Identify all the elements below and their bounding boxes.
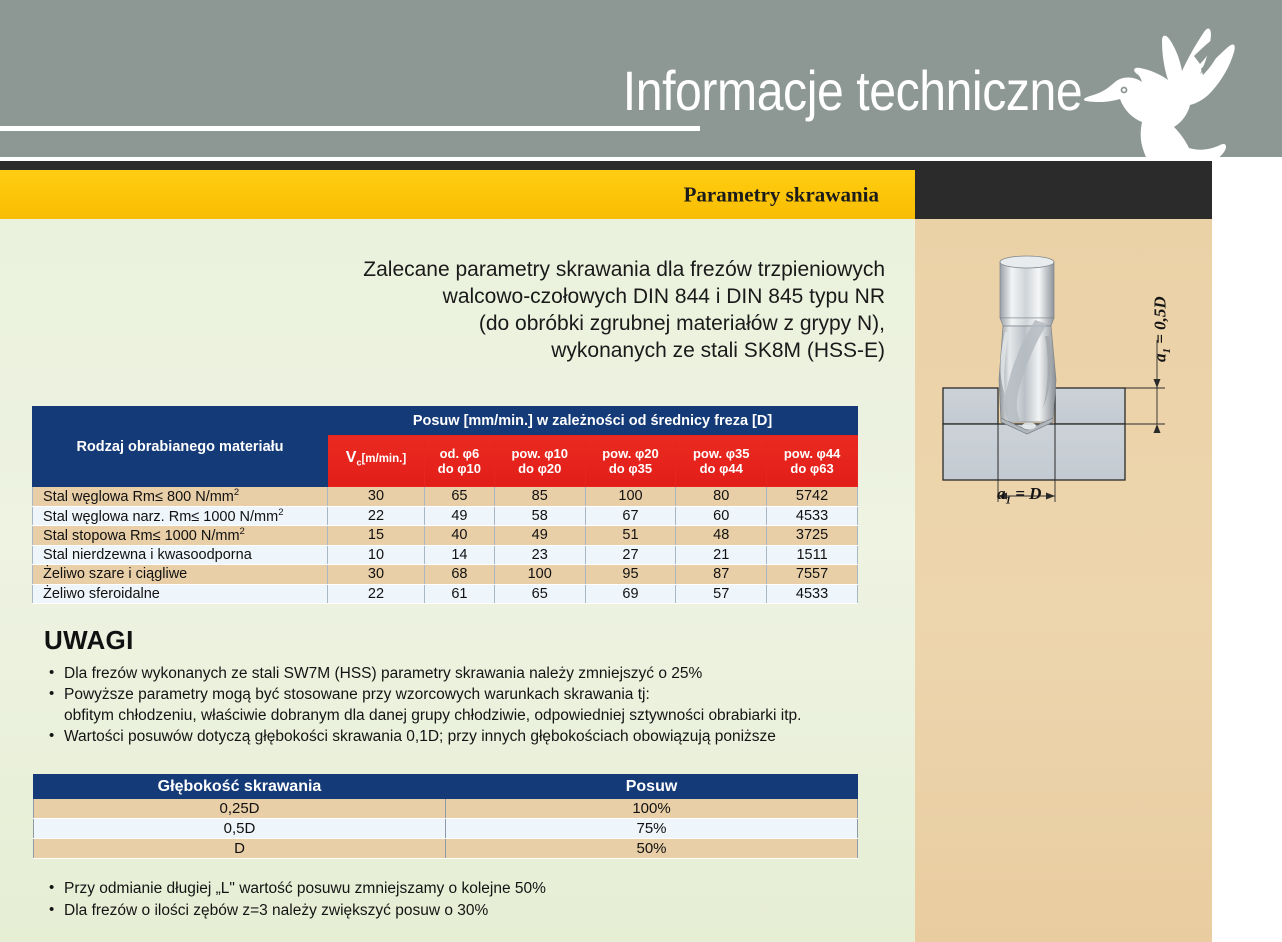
dia-header-5: pow. φ44 do φ63 [766, 434, 858, 487]
notes-list: Dla frezów wykonanych ze stali SW7M (HSS… [47, 662, 877, 747]
value-cell: 22 [327, 583, 425, 604]
feed-cell: 75% [445, 818, 858, 839]
value-cell: 85 [493, 486, 586, 507]
table-row: Stal węglowa Rm≤ 800 N/mm2 30 65 85 100 80 574… [32, 486, 858, 507]
feed-span-header: Posuw [mm/min.] w zależności od średnicy… [327, 406, 858, 435]
bottom-notes-list: Przy odmianie długiej „L" wartość posuwu… [47, 877, 847, 922]
feed-cell: 50% [445, 838, 858, 859]
value-cell: 49 [493, 525, 586, 546]
value-cell: 61 [423, 583, 495, 604]
page-header: Informacje techniczne [0, 0, 1282, 157]
depth-column-header: Głębokość skrawania [33, 774, 446, 799]
table-row: Żeliwo szare i ciągliwe 30 68 100 95 87 7557 [32, 564, 858, 585]
value-cell: 5742 [766, 486, 858, 507]
cutting-parameters-table: Rodzaj obrabianego materiału Posuw [mm/m… [32, 406, 858, 604]
value-cell: 4533 [766, 583, 858, 604]
material-cell: Stal stopowa Rm≤ 1000 N/mm2 [32, 525, 328, 546]
dia-header-2: pow. φ10 do φ20 [493, 434, 586, 487]
value-cell: 3725 [766, 525, 858, 546]
table-row: Stal stopowa Rm≤ 1000 N/mm2 15 40 49 51 48 372… [32, 525, 858, 546]
table-row: Żeliwo sferoidalne 22 61 65 69 57 4533 [32, 583, 858, 604]
note-continuation: obfitym chłodzeniu, właściwie dobranym d… [64, 707, 802, 724]
value-cell: 30 [327, 486, 425, 507]
value-cell: 27 [584, 544, 677, 565]
value-cell: 1511 [766, 544, 858, 565]
table-row: 0,25D 100% [33, 798, 858, 819]
value-cell: 80 [675, 486, 768, 507]
value-cell: 100 [584, 486, 677, 507]
depth-cell: 0,5D [33, 818, 446, 839]
value-cell: 87 [675, 564, 768, 585]
value-cell: 51 [584, 525, 677, 546]
value-cell: 65 [493, 583, 586, 604]
note-item: Dla frezów wykonanych ze stali SW7M (HSS… [47, 662, 877, 684]
material-cell: Żeliwo sferoidalne [32, 583, 328, 604]
vertical-dimension-label: a1 = 0,5D [1150, 296, 1174, 363]
value-cell: 49 [423, 505, 495, 526]
value-cell: 68 [423, 564, 495, 585]
feed-column-header: Posuw [445, 774, 858, 799]
section-banner: Parametry skrawania [0, 170, 915, 219]
bottom-note-item: Dla frezów o ilości zębów z=3 należy zwi… [47, 899, 847, 922]
value-cell: 69 [584, 583, 677, 604]
section-label: Parametry skrawania [683, 182, 879, 206]
value-cell: 57 [675, 583, 768, 604]
table-row: D 50% [33, 838, 858, 859]
feed-cell: 100% [445, 798, 858, 819]
value-cell: 100 [493, 564, 586, 585]
depth-feed-table: Głębokość skrawania Posuw 0,25D 100% 0,5D 7… [33, 774, 858, 859]
value-cell: 40 [423, 525, 495, 546]
intro-line-4: wykonanych ze stali SK8M (HSS-E) [551, 339, 885, 362]
intro-text: Zalecane parametry skrawania dla frezów … [330, 256, 885, 364]
depth-cell: 0,25D [33, 798, 446, 819]
value-cell: 67 [584, 505, 677, 526]
value-cell: 7557 [766, 564, 858, 585]
value-cell: 14 [423, 544, 495, 565]
value-cell: 58 [493, 505, 586, 526]
end-mill-cutting-diagram [942, 255, 1165, 502]
header-rule [0, 126, 700, 131]
value-cell: 23 [493, 544, 586, 565]
value-cell: 60 [675, 505, 768, 526]
value-cell: 15 [327, 525, 425, 546]
diameter-header-row: Vc[m/min.] od. φ6 do φ10 pow. φ10 do φ20… [33, 434, 858, 487]
hummingbird-icon [1083, 28, 1235, 157]
material-cell: Żeliwo szare i ciągliwe [32, 564, 328, 585]
depth-cell: D [33, 838, 446, 859]
bottom-note-item: Przy odmianie długiej „L" wartość posuwu… [47, 877, 847, 900]
intro-line-3: (do obróbki zgrubnej materiałów z grypy … [478, 312, 885, 335]
note-item: Wartości posuwów dotyczą głębokości skra… [47, 725, 877, 747]
header-divider [0, 157, 1282, 161]
value-cell: 10 [327, 544, 425, 565]
value-cell: 4533 [766, 505, 858, 526]
value-cell: 65 [423, 486, 495, 507]
value-cell: 48 [675, 525, 768, 546]
value-cell: 21 [675, 544, 768, 565]
intro-line-2: walcowo-czołowych DIN 844 i DIN 845 typu… [442, 285, 885, 308]
notes-title: UWAGI [44, 625, 134, 655]
page-title: Informacje techniczne [622, 59, 1083, 122]
note-item: Powyższe parametry mogą być stosowane pr… [47, 683, 877, 705]
table-row: 0,5D 75% [33, 818, 858, 839]
intro-line-1: Zalecane parametry skrawania dla frezów … [363, 258, 885, 281]
value-cell: 30 [327, 564, 425, 585]
right-gutter [1212, 219, 1282, 942]
dia-header-3: pow. φ20 do φ35 [584, 434, 677, 487]
material-cell: Stal węglowa Rm≤ 800 N/mm2 [32, 486, 328, 507]
vc-header: Vc[m/min.] [327, 434, 425, 487]
dia-header-1: od. φ6 do φ10 [423, 434, 495, 487]
value-cell: 22 [327, 505, 425, 526]
horizontal-dimension-label: a1 = D [997, 484, 1042, 507]
material-column-header: Rodzaj obrabianego materiału [32, 406, 328, 487]
material-cell: Stal węglowa narz. Rm≤ 1000 N/mm2 [32, 505, 328, 526]
value-cell: 95 [584, 564, 677, 585]
table-row: Stal węglowa narz. Rm≤ 1000 N/mm2 22 49 58 6… [32, 505, 858, 526]
material-cell: Stal nierdzewna i kwasoodporna [32, 544, 328, 565]
dia-header-4: pow. φ35 do φ44 [675, 434, 768, 487]
table-row: Stal nierdzewna i kwasoodporna 10 14 23 27 21… [32, 544, 858, 565]
diagram-panel [915, 219, 1212, 942]
